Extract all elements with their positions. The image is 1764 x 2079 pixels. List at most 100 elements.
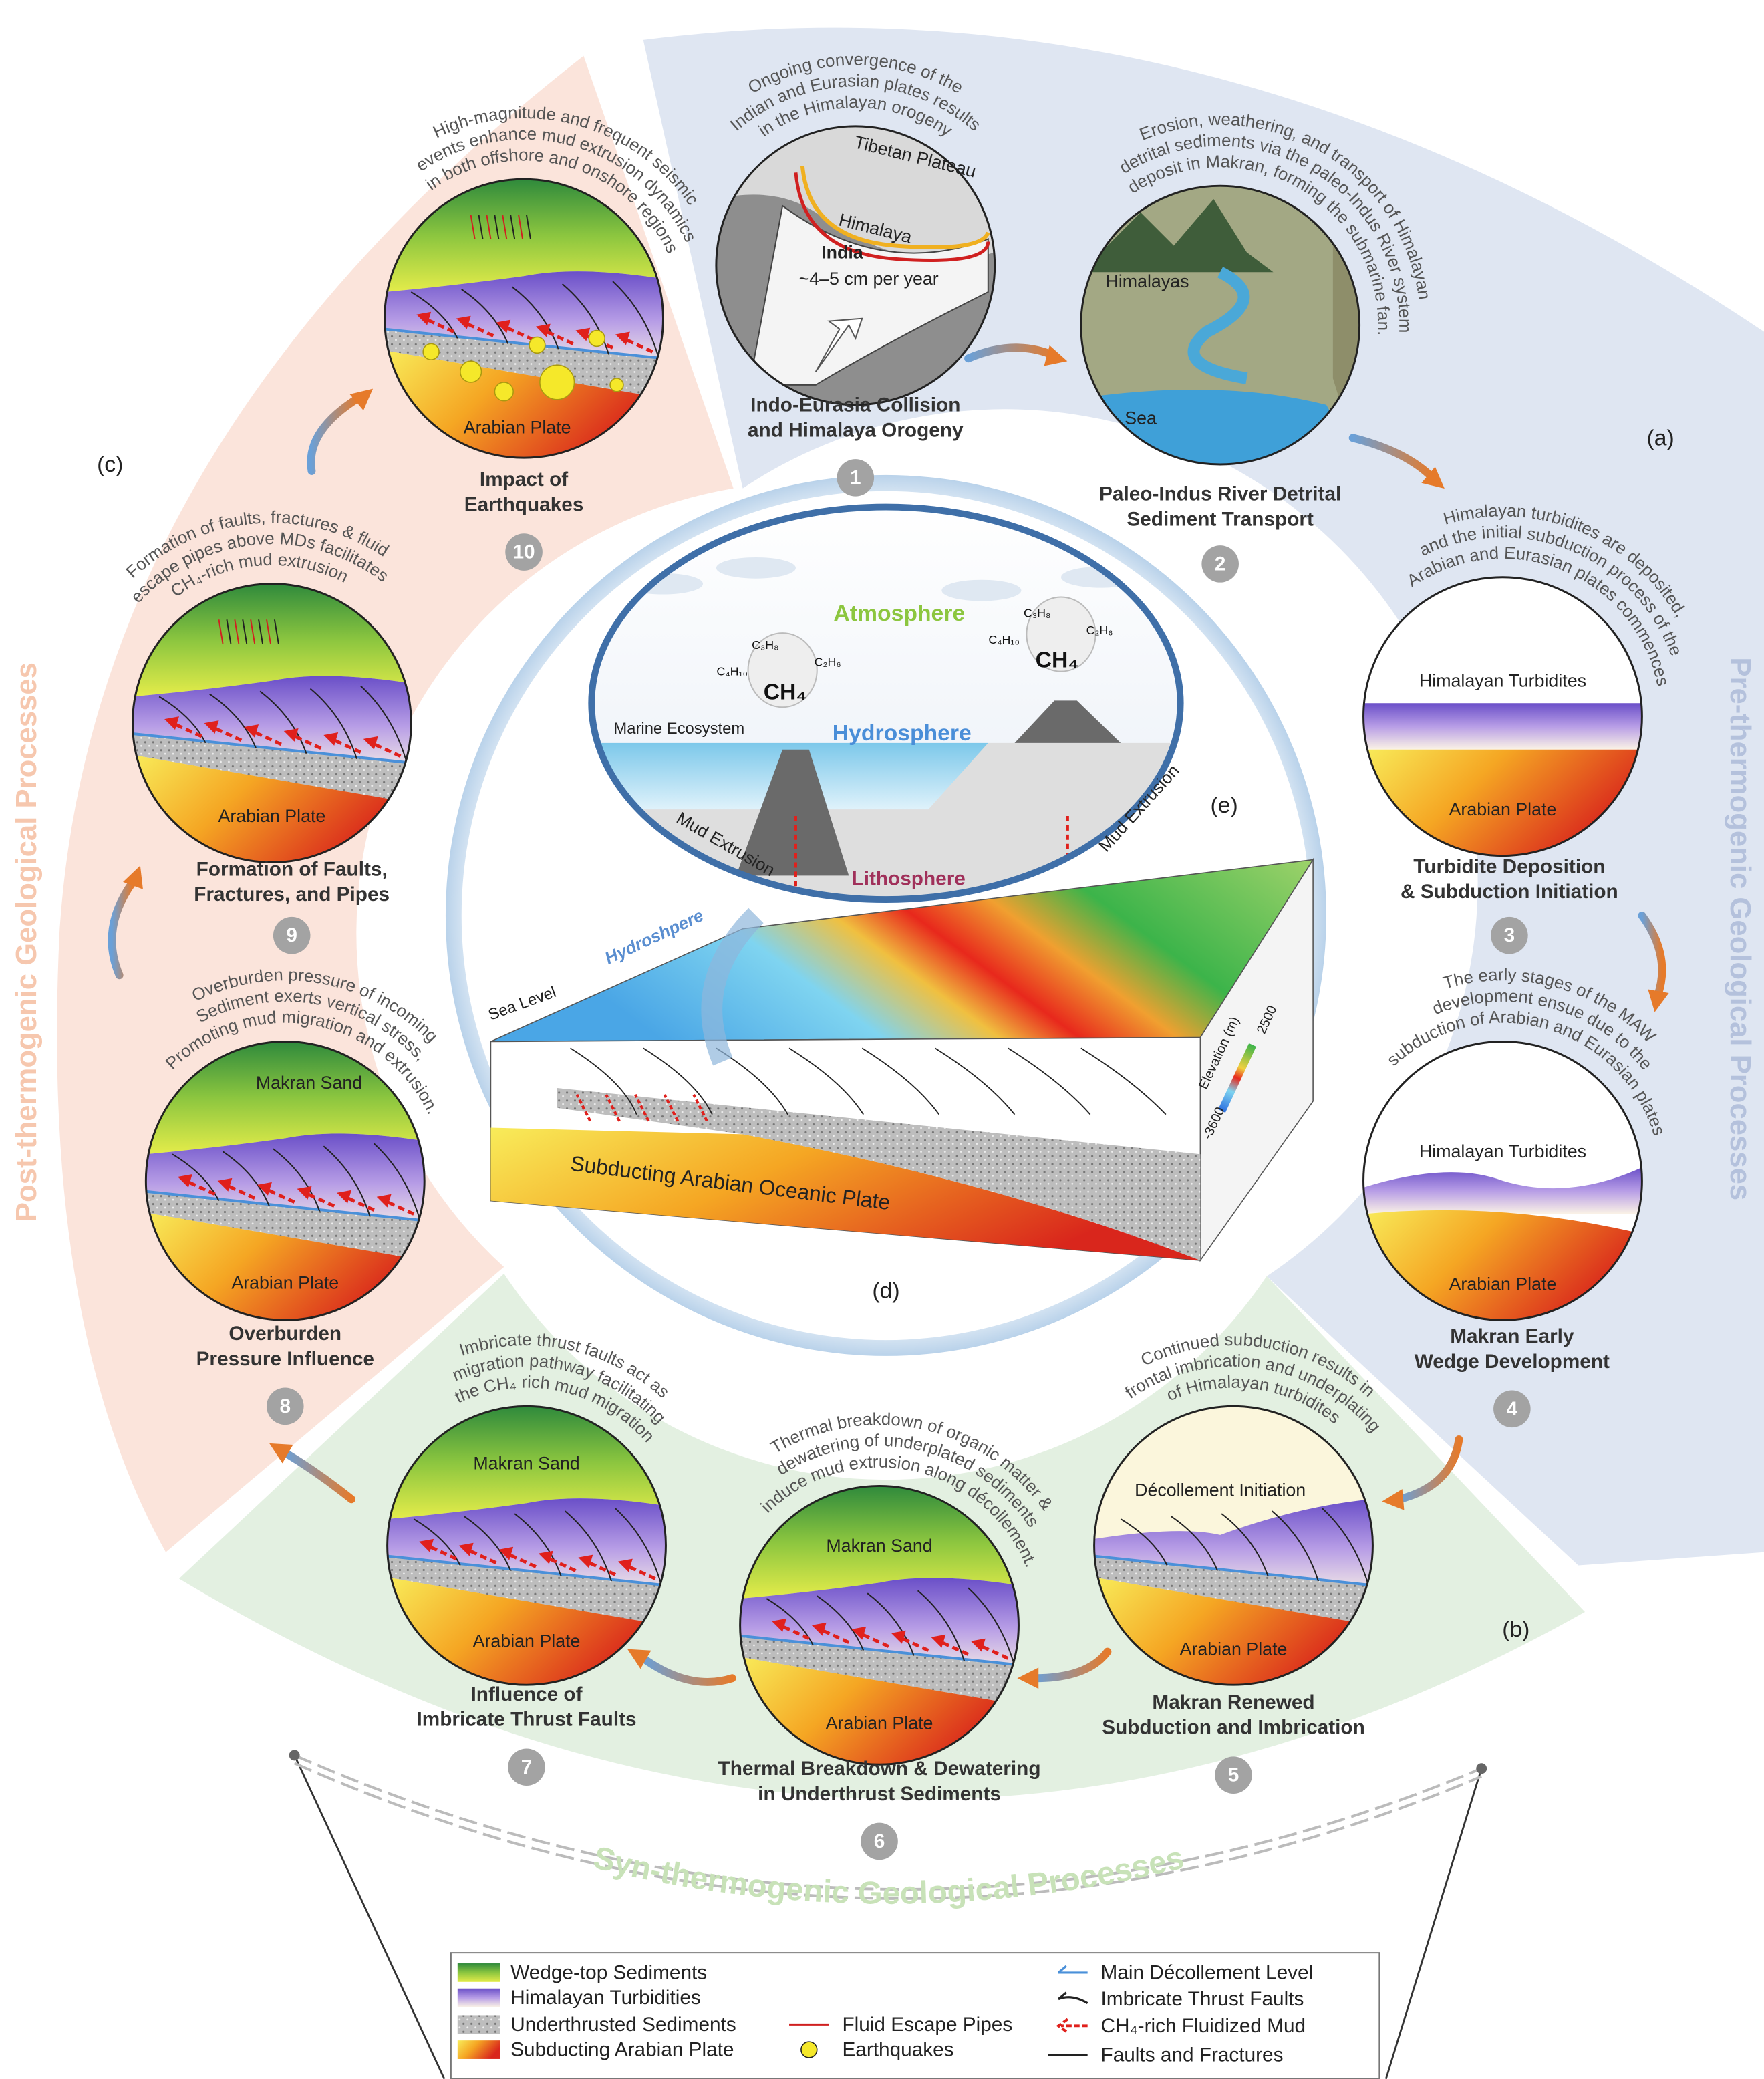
mud-arrow bbox=[251, 729, 282, 746]
plate bbox=[1094, 1577, 1373, 1685]
wedge-top-sediments bbox=[146, 1041, 425, 1155]
block-plate bbox=[490, 1127, 1201, 1260]
stage-title: Influence of bbox=[471, 1683, 583, 1705]
stage-outline bbox=[144, 1040, 426, 1321]
flow-arrow-head bbox=[1648, 989, 1669, 1012]
block-mud bbox=[692, 1093, 708, 1122]
thrust-fault bbox=[323, 1145, 371, 1217]
panel-label: (e) bbox=[1211, 793, 1238, 818]
flow-arrow bbox=[108, 878, 137, 980]
gas-other: C₂H₆ bbox=[1086, 623, 1113, 637]
stage-label: India bbox=[821, 242, 864, 262]
legend-label: Fluid Escape Pipes bbox=[842, 2014, 1012, 2036]
fluid-pipe bbox=[510, 215, 516, 239]
mud-arrow-head bbox=[811, 1622, 827, 1636]
underthrust bbox=[740, 1635, 1019, 1705]
stage-title: Thermal Breakdown & Dewatering bbox=[718, 1758, 1041, 1780]
stage-number: 2 bbox=[1215, 553, 1226, 575]
hydrosphere-label: Hydrosphere bbox=[833, 720, 972, 746]
mud-arrow-head bbox=[772, 1618, 787, 1632]
mud-arrow bbox=[426, 1544, 457, 1560]
block-mud bbox=[575, 1093, 592, 1122]
mud-arrow bbox=[184, 1179, 216, 1196]
earthquake bbox=[588, 329, 605, 348]
wedge-top-sediments bbox=[740, 1486, 1019, 1599]
legend-label: Earthquakes bbox=[842, 2039, 953, 2061]
block-mud bbox=[663, 1093, 680, 1122]
mud-arrow bbox=[264, 1187, 295, 1204]
mud-arrow bbox=[543, 329, 574, 345]
turbidites bbox=[1363, 1167, 1642, 1214]
underthrust bbox=[1094, 1556, 1373, 1625]
legend-swatch bbox=[1057, 1991, 1088, 2004]
mud-arrow-head bbox=[297, 1186, 312, 1200]
stage-title: Impact of bbox=[480, 468, 568, 491]
stage-outline bbox=[739, 1484, 1020, 1766]
mud-arrow bbox=[779, 1623, 810, 1640]
stage-title: Pressure Influence bbox=[196, 1348, 374, 1370]
mud-arrow bbox=[978, 1643, 1009, 1660]
mud-arrow-head bbox=[456, 315, 471, 329]
gas-other: C₃H₈ bbox=[1024, 606, 1050, 619]
map-front bbox=[794, 172, 990, 262]
flow-arrow bbox=[1030, 1647, 1112, 1683]
stage-label: Arabian Plate bbox=[826, 1713, 933, 1734]
mud-arrow-head bbox=[376, 1194, 392, 1208]
mud-arrow-head bbox=[578, 1554, 593, 1568]
thrust-fault bbox=[514, 1513, 562, 1576]
stage-label: Sea bbox=[1125, 408, 1157, 428]
panel-label: (d) bbox=[872, 1278, 899, 1304]
mud-arrow bbox=[463, 321, 494, 337]
stage-number: 7 bbox=[521, 1756, 533, 1778]
fluid-pipe bbox=[486, 215, 492, 239]
atmosphere-label: Atmosphere bbox=[833, 601, 965, 626]
legend-swatch bbox=[457, 2015, 500, 2034]
stage-illustration bbox=[1094, 1406, 1373, 1685]
volcano bbox=[1014, 700, 1121, 743]
stage-illustration bbox=[1363, 577, 1642, 856]
plate bbox=[387, 1577, 666, 1685]
fluid-pipe bbox=[273, 619, 279, 644]
mud-arrow-head bbox=[496, 319, 511, 333]
block-underthrust bbox=[557, 1087, 1201, 1260]
wedge-top-sediments bbox=[132, 583, 412, 697]
mud-arrow-head bbox=[217, 1177, 233, 1192]
gas-cloud bbox=[1026, 596, 1096, 672]
fluid-pipe bbox=[478, 215, 484, 239]
thrust-fault bbox=[172, 1153, 220, 1202]
mud-arrow bbox=[819, 1627, 850, 1644]
mud-arrow bbox=[370, 741, 402, 758]
legend-swatch bbox=[457, 1988, 500, 2007]
stage-illustration bbox=[132, 583, 412, 863]
stage-number-badge bbox=[1201, 545, 1239, 583]
mud-arrow-head bbox=[891, 1630, 906, 1644]
mud-arrow-head bbox=[538, 1550, 553, 1564]
mud-arrow-head bbox=[458, 1542, 474, 1556]
mud-arrow-head bbox=[931, 1634, 946, 1648]
stage-label: Himalayan Turbidites bbox=[1419, 671, 1586, 691]
thrust-fault bbox=[511, 286, 559, 350]
stage-title: & Subduction Initiation bbox=[1401, 881, 1618, 903]
thrust-fault bbox=[867, 1592, 915, 1656]
stage-label: Himalayan Turbidites bbox=[1419, 1141, 1586, 1161]
stage-label: Arabian Plate bbox=[464, 417, 571, 437]
stage-outline bbox=[1362, 576, 1643, 857]
panel-label: (b) bbox=[1502, 1617, 1529, 1642]
stage-title: Makran Renewed bbox=[1152, 1691, 1314, 1713]
earthquake bbox=[609, 378, 624, 392]
legend-label: Imbricate Thrust Faults bbox=[1101, 1988, 1304, 2010]
fluid-pipe bbox=[234, 619, 240, 644]
lithosphere-label: Lithosphere bbox=[852, 867, 966, 889]
stage-illustration bbox=[1080, 186, 1360, 465]
block-thrust bbox=[643, 1047, 713, 1115]
stage-number-badge bbox=[266, 1387, 304, 1425]
thrust-fault bbox=[1221, 1513, 1269, 1576]
gas-other: C₄H₁₀ bbox=[716, 665, 748, 678]
mud-arrow-head bbox=[363, 736, 378, 750]
flow-arrow bbox=[964, 343, 1058, 363]
stage-outline bbox=[715, 125, 996, 406]
legend-label: Subducting Arabian Plate bbox=[510, 2039, 734, 2061]
fluid-pipe bbox=[494, 215, 500, 239]
mud-arrow-head bbox=[498, 1546, 514, 1560]
flow-arrow-head bbox=[1044, 345, 1068, 366]
